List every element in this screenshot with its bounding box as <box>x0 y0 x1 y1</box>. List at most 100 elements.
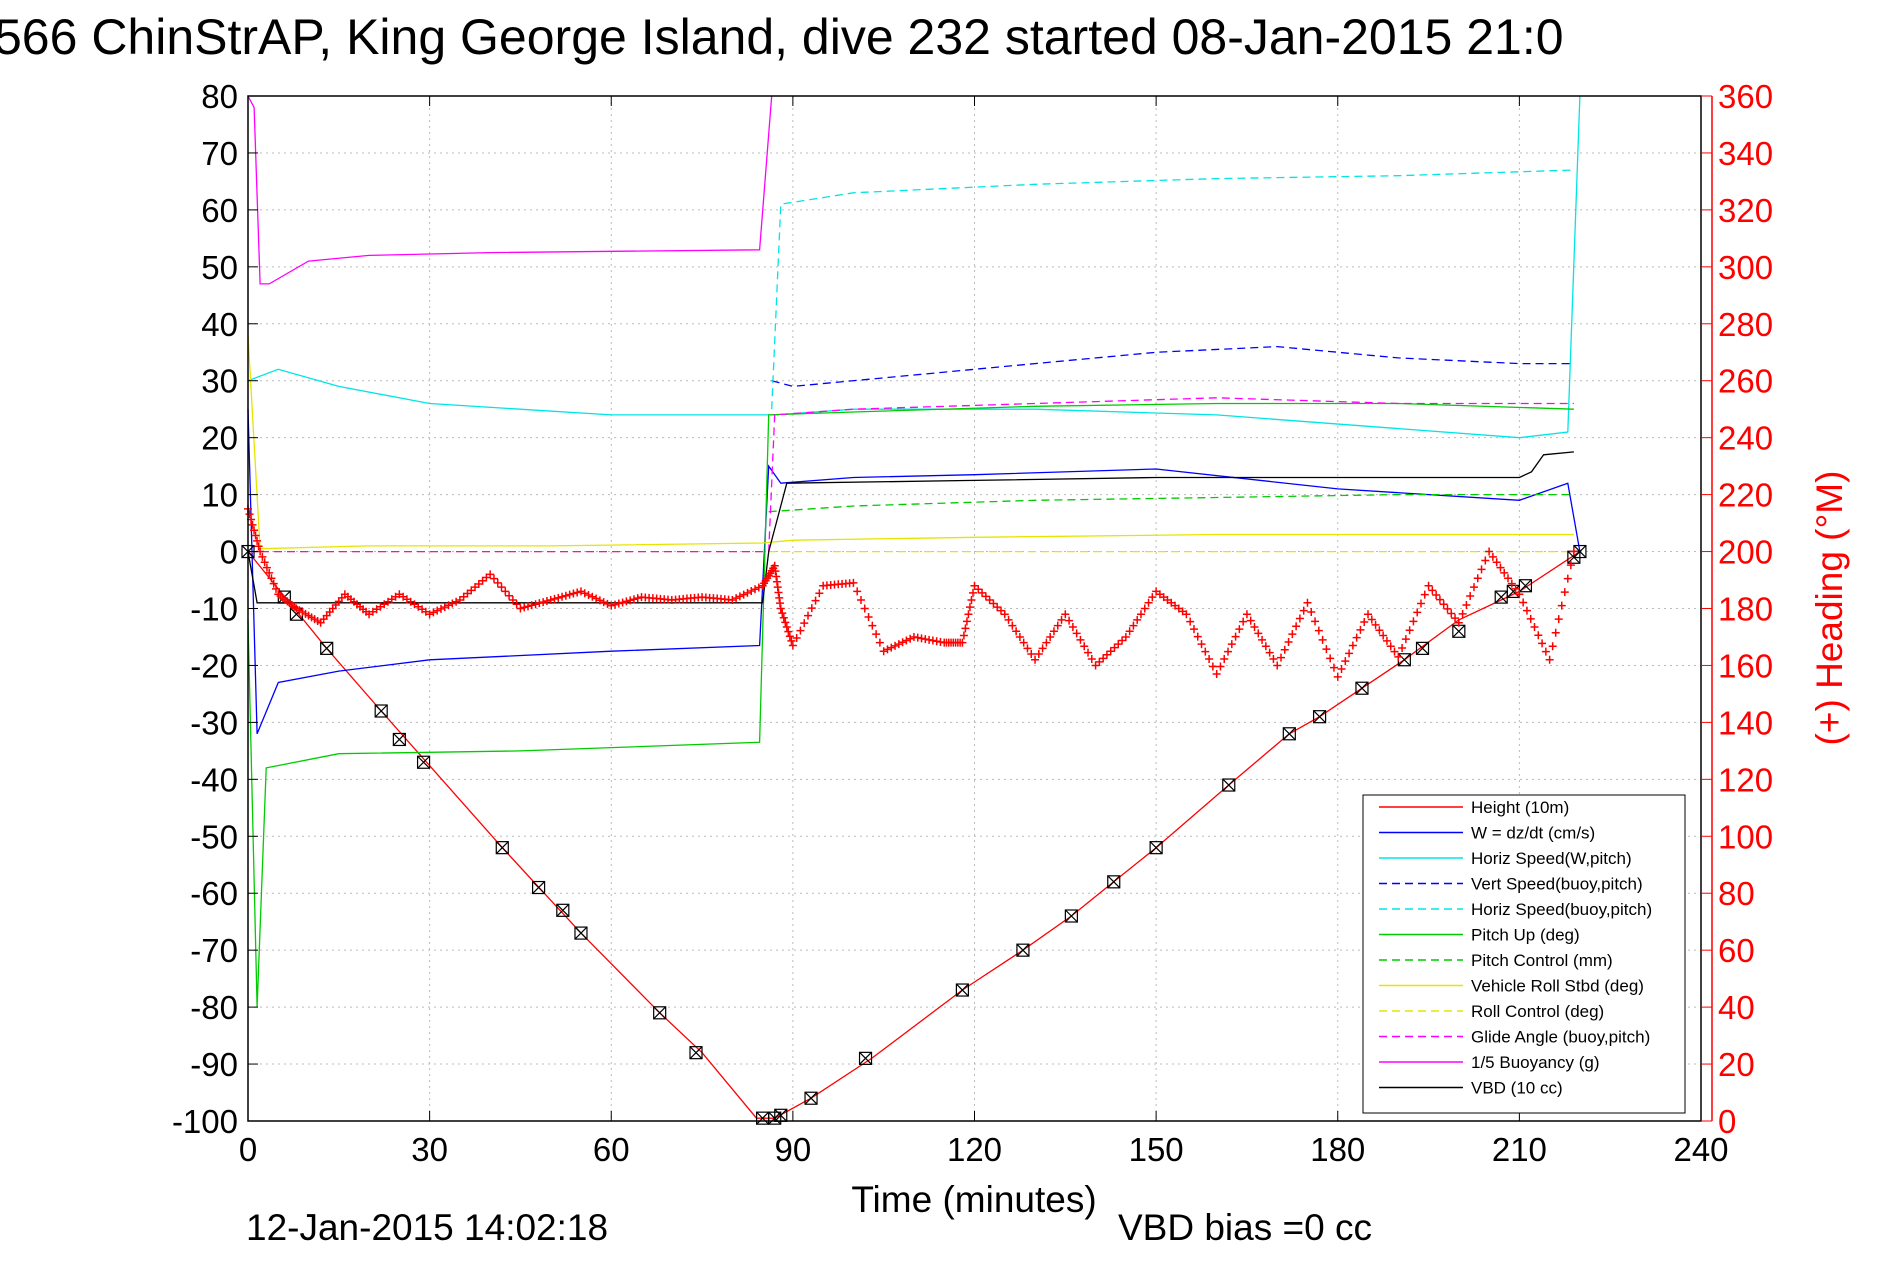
heading-marker <box>1515 590 1524 599</box>
height-marker-x <box>1416 641 1429 655</box>
height-marker-box <box>1312 710 1327 724</box>
y-tick-label: 40 <box>201 306 238 343</box>
height-marker-x <box>556 903 570 917</box>
height-marker-box <box>556 903 570 917</box>
legend-entry: Glide Angle (buoy,pitch) <box>1379 1028 1650 1047</box>
heading-marker <box>1447 609 1456 618</box>
heading-marker <box>489 574 498 583</box>
y2-tick-label: 120 <box>1718 761 1773 798</box>
height-marker-box <box>1415 641 1430 655</box>
heading-marker <box>770 561 779 570</box>
heading-marker <box>603 599 612 608</box>
heading-marker <box>815 589 824 598</box>
height-marker-x <box>417 755 430 769</box>
heading-marker <box>1401 635 1410 644</box>
height-marker-x <box>859 1051 872 1065</box>
heading-marker <box>856 595 865 604</box>
heading-marker <box>1409 617 1418 626</box>
heading-marker <box>849 578 858 587</box>
heading-marker <box>425 610 434 619</box>
series-line-height-10m <box>247 551 1581 1119</box>
heading-marker <box>1318 635 1327 644</box>
height-marker <box>1518 579 1533 593</box>
footer-date: 12-Jan-2015 14:02:18 <box>246 1207 608 1248</box>
legend: Height (10m) W = dz/dt (cm/s) Horiz Speed(… <box>1362 794 1686 1114</box>
heading-marker <box>1023 644 1032 653</box>
heading-marker <box>1276 653 1285 662</box>
heading-marker <box>614 599 623 608</box>
heading-marker <box>747 587 756 596</box>
heading-marker <box>787 636 796 645</box>
heading-marker <box>1031 655 1040 664</box>
heading-marker <box>1242 610 1251 619</box>
y2-tick-label: 140 <box>1718 704 1773 741</box>
height-marker-x <box>1397 653 1411 667</box>
heading-marker <box>1511 584 1520 593</box>
heading-marker <box>894 640 903 649</box>
height-marker-x <box>1282 727 1296 741</box>
height-marker <box>1064 909 1078 923</box>
y2-tick-label: 200 <box>1718 534 1773 571</box>
heading-marker <box>970 581 979 590</box>
heading-marker <box>974 585 983 594</box>
heading-marker <box>1458 609 1467 618</box>
y-tick-label: 30 <box>201 363 238 400</box>
heading-marker <box>887 643 896 652</box>
heading-marker <box>1548 642 1557 651</box>
heading-marker <box>1068 623 1077 632</box>
heading-marker <box>784 627 793 636</box>
height-marker-x <box>1355 681 1369 695</box>
heading-marker <box>1563 574 1572 583</box>
heading-marker <box>779 613 788 622</box>
heading-marker <box>1481 556 1490 565</box>
series-line-glide-angle-buoy-pitch <box>248 397 1574 553</box>
height-marker-x <box>1573 545 1587 558</box>
heading-marker <box>1386 642 1395 651</box>
height-markers <box>241 544 1587 1125</box>
height-marker-x <box>392 733 406 746</box>
heading-marker <box>1042 638 1051 647</box>
height-marker-box <box>804 1091 818 1105</box>
height-marker-x <box>532 881 546 894</box>
heading-marker <box>868 621 877 630</box>
heading-marker <box>250 526 259 535</box>
height-marker-x <box>689 1046 703 1060</box>
heading-marker <box>968 588 977 597</box>
y2-tick-label: 160 <box>1718 647 1773 684</box>
heading-marker <box>1432 590 1441 599</box>
height-marker <box>531 880 546 895</box>
heading-marker <box>1118 636 1127 645</box>
heading-marker <box>774 588 783 597</box>
height-marker-x <box>374 704 388 718</box>
heading-marker <box>599 598 608 607</box>
heading-marker <box>580 589 589 598</box>
heading-marker <box>1341 657 1350 666</box>
heading-marker <box>1189 625 1198 634</box>
heading-marker <box>260 558 269 567</box>
heading-marker <box>796 626 805 635</box>
height-marker <box>804 1091 818 1105</box>
legend-entry: 1/5 Buoyancy (g) <box>1379 1053 1600 1072</box>
heading-marker <box>1216 662 1225 671</box>
heading-marker <box>1477 565 1486 574</box>
legend-entry: Horiz Speed(buoy,pitch) <box>1379 900 1652 919</box>
heading-marker <box>1220 655 1229 664</box>
heading-marker <box>245 510 254 519</box>
heading-marker <box>1258 635 1267 644</box>
height-marker-box <box>653 1006 667 1020</box>
y-tick-label: -50 <box>190 818 238 855</box>
heading-marker <box>1144 598 1153 607</box>
legend-label: Roll Control (deg) <box>1471 1002 1604 1021</box>
legend-entry: Vert Speed(buoy,pitch) <box>1379 875 1643 894</box>
heading-marker <box>535 599 544 608</box>
heading-marker <box>1326 654 1335 663</box>
heading-marker <box>1084 648 1093 657</box>
heading-marker <box>1095 657 1104 666</box>
heading-marker <box>508 595 517 604</box>
heading-marker <box>1307 608 1316 617</box>
heading-marker <box>879 647 888 656</box>
y2-tick-label: 280 <box>1718 306 1773 343</box>
legend-entry: Horiz Speed(W,pitch) <box>1379 849 1632 868</box>
heading-marker <box>1375 626 1384 635</box>
heading-marker <box>1364 610 1373 619</box>
